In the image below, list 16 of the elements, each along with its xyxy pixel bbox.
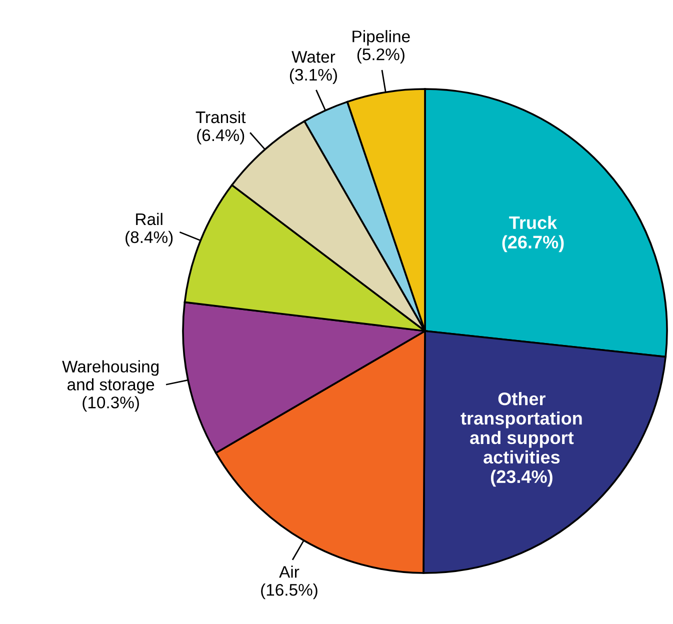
- slice-label: Water: [292, 51, 336, 63]
- slice-label: Rail: [136, 212, 162, 226]
- slice-label: Truck: [509, 216, 558, 230]
- data-label: (23.4%): [490, 470, 552, 487]
- slice-label: Air: [279, 566, 300, 578]
- data-label: (10.3%): [82, 396, 139, 412]
- data-label: (6.4%): [197, 128, 244, 144]
- data-label: (16.5%): [261, 584, 318, 600]
- slice-label: Transit: [196, 110, 246, 124]
- data-label: (26.7%): [502, 235, 564, 252]
- data-label: (5.2%): [357, 48, 404, 64]
- data-label: (3.1%): [290, 68, 337, 84]
- data-label: (8.4%): [126, 230, 173, 246]
- slice-label: Pipeline: [352, 30, 410, 46]
- slice-label: Other transportation and support activities: [460, 392, 582, 464]
- slice-label: Warehousing and storage: [62, 360, 159, 394]
